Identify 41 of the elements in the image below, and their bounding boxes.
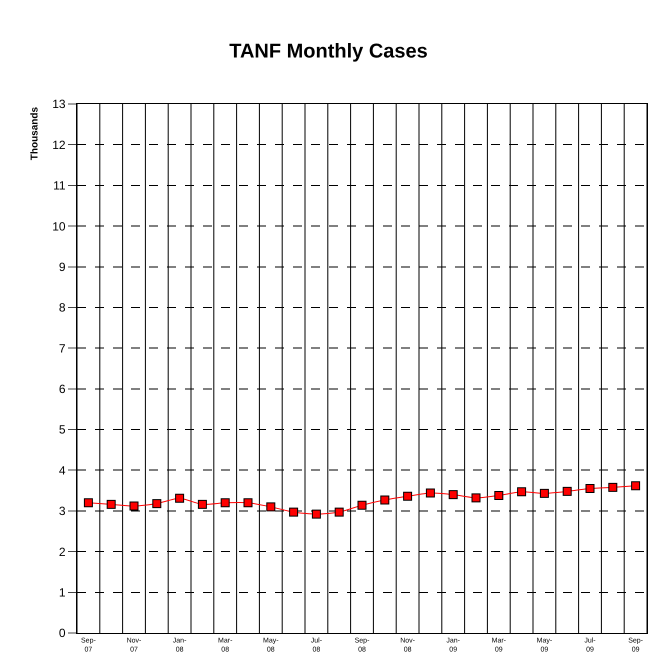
y-tick-label: 3 (58, 504, 66, 518)
point (312, 510, 321, 519)
y-tick-label: 11 (53, 178, 66, 193)
y-tick-label: 6 (58, 382, 66, 396)
point (266, 502, 276, 512)
y-tick-label: 2 (58, 544, 66, 559)
point (586, 484, 594, 494)
point (220, 498, 230, 508)
point (198, 500, 207, 509)
point (540, 488, 549, 498)
point (426, 488, 435, 498)
y-tick-label: 0 (58, 626, 66, 640)
point (358, 500, 366, 510)
point (608, 482, 618, 492)
point (448, 490, 458, 500)
y-axis-title: Thousands (29, 106, 40, 160)
y-tick-label: 9 (58, 260, 66, 274)
point (494, 490, 504, 500)
point (84, 498, 93, 508)
y-tick-label: 10 (52, 219, 66, 234)
y-tick-label: 7 (58, 341, 66, 356)
point (289, 508, 298, 517)
point (403, 492, 412, 501)
point (106, 500, 116, 509)
y-tick-label: 1 (58, 586, 66, 600)
y-tick-label: 12 (52, 138, 66, 152)
point (175, 494, 184, 503)
point (334, 508, 344, 517)
point (631, 481, 640, 490)
point (244, 498, 252, 508)
chart-title: TANF Monthly Cases (229, 40, 428, 62)
y-tick-label: 13 (52, 97, 66, 112)
point (130, 502, 138, 511)
y-tick-label: 8 (58, 300, 66, 315)
point (562, 486, 572, 496)
point (380, 495, 390, 504)
point (472, 493, 480, 502)
point (152, 499, 162, 508)
y-tick-label: 5 (58, 422, 66, 437)
y-tick-label: 4 (58, 463, 66, 478)
point (517, 487, 526, 496)
